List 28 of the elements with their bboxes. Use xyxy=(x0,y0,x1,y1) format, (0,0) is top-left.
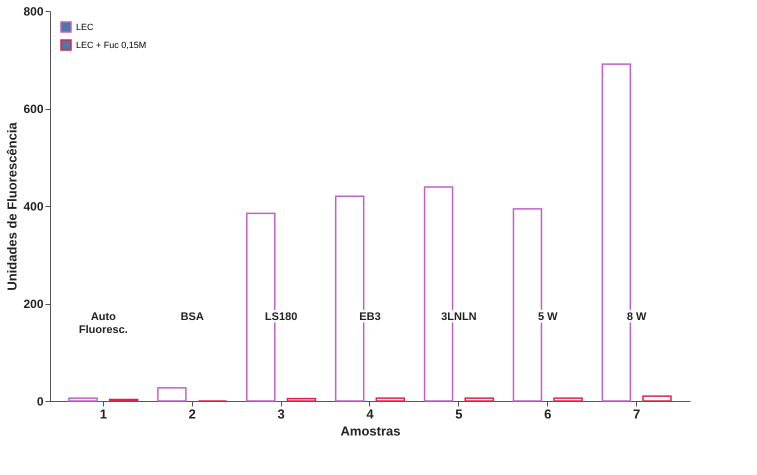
annotation: BSA xyxy=(180,311,204,323)
y-tick-label: 800 xyxy=(23,4,44,18)
bar xyxy=(376,397,406,402)
bar xyxy=(68,397,98,402)
bar xyxy=(602,63,632,402)
y-tick-label: 600 xyxy=(23,102,44,116)
bar xyxy=(108,398,138,402)
x-tick-label: 1 xyxy=(100,406,107,422)
bar xyxy=(512,208,542,402)
x-axis-title: Amostras xyxy=(340,424,400,438)
y-axis-title: Unidades de Fluorescência xyxy=(4,122,20,291)
y-tick-label: 0 xyxy=(36,394,44,408)
legend-label: LEC + Fuc 0,15M xyxy=(76,40,146,50)
x-tick-label: 2 xyxy=(188,406,196,422)
x-tick-label: 6 xyxy=(544,406,552,422)
bar xyxy=(157,387,187,402)
annotation: Auto Fluoresc. xyxy=(78,311,128,336)
y-tick-label: 200 xyxy=(23,297,44,311)
x-tick-label: 7 xyxy=(633,406,640,422)
bar xyxy=(464,397,494,402)
x-tick-label: 5 xyxy=(455,406,463,422)
x-tick-label: 3 xyxy=(277,406,285,422)
bar xyxy=(553,397,583,402)
legend-label: LEC xyxy=(76,22,94,32)
x-tick-label: 4 xyxy=(366,406,374,422)
bar xyxy=(642,395,672,402)
bar xyxy=(286,398,316,402)
y-tick-label: 400 xyxy=(23,200,44,214)
